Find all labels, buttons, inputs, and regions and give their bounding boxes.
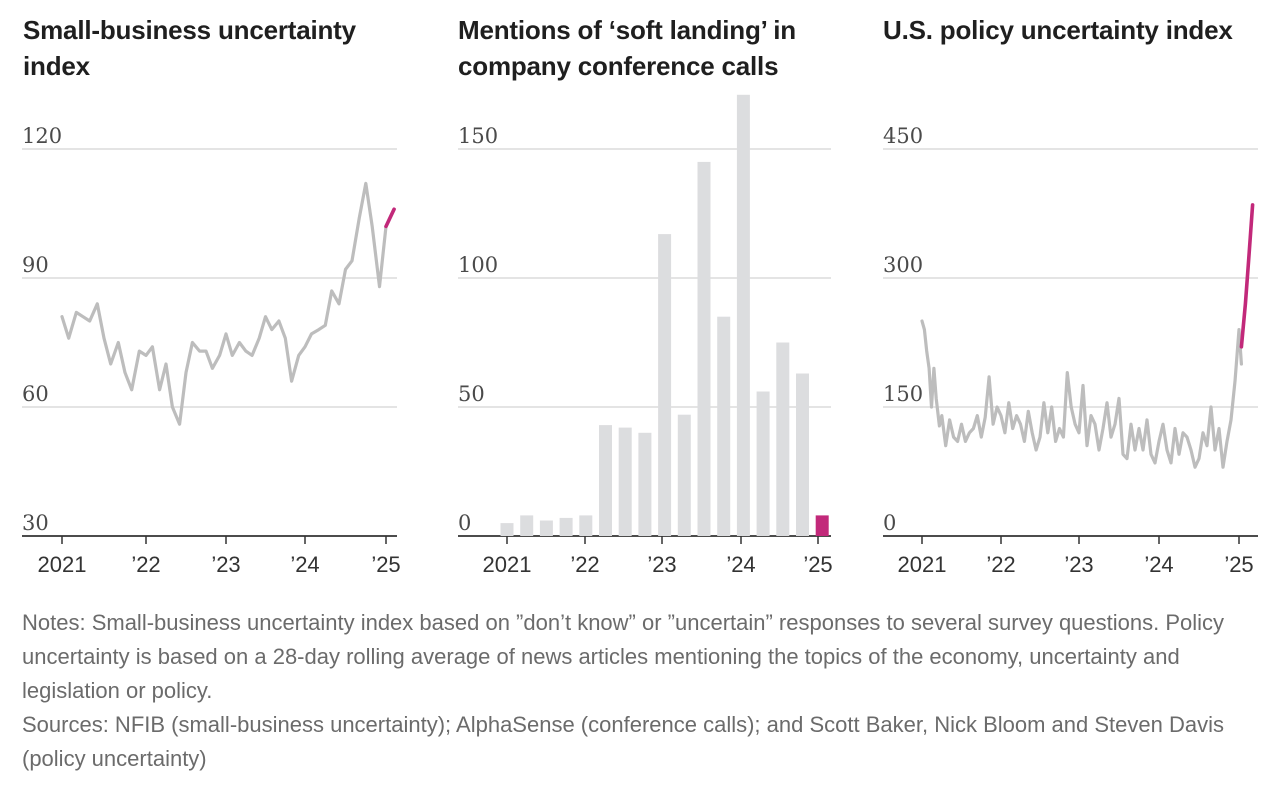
chart1-bar-4 (579, 515, 593, 536)
notes-text: Notes: Small-business uncertainty index … (22, 610, 1225, 703)
chart0-y-tick-60: 60 (22, 382, 49, 406)
chart1-bar-10 (697, 161, 711, 536)
chart0-y-tick-120: 120 (22, 124, 62, 148)
chart1-bar-16 (815, 515, 829, 536)
chart1-bar-15 (796, 373, 809, 536)
chart-title-soft-landing: Mentions of ‘soft landing’ in company co… (458, 15, 796, 81)
chart0-x-label-2: ’23 (211, 552, 240, 577)
chart1-bar-9 (677, 414, 691, 536)
chart1-bar-0 (500, 523, 514, 536)
charts-canvas: 30 60 90 120 2021 ’22 ’23 ’24 ’25 0 50 100 150 2021 ’2… (22, 94, 1258, 577)
chart1-bar-12 (736, 94, 750, 537)
chart1-bar-13 (756, 391, 770, 536)
chart2-series-latest-line (1239, 203, 1255, 349)
chart1-bar-2 (539, 520, 553, 536)
chart1-bar-6 (618, 427, 632, 536)
chart-title-small-business: Small-business uncertainty index (23, 15, 356, 81)
chart0-series-main-line (60, 181, 388, 426)
chart1-bar-7 (638, 432, 652, 536)
chart1-x-label-0: 2021 (483, 552, 532, 577)
chart0-x-label-4: ’25 (371, 552, 400, 577)
chart2-y-tick-300: 300 (883, 253, 923, 277)
chart-title-policy-uncertainty: U.S. policy uncertainty index (883, 15, 1233, 45)
chart2-series-main-line (920, 319, 1244, 469)
chart1-x-label-4: ’25 (803, 552, 832, 577)
chart0-x-label-1: ’22 (131, 552, 160, 577)
chart0-x-label-3: ’24 (290, 552, 319, 577)
chart0-y-tick-90: 90 (22, 253, 49, 277)
chart1-x-label-2: ’23 (647, 552, 676, 577)
chart1-y-tick-50: 50 (458, 382, 485, 406)
chart2-x-label-3: ’24 (1144, 552, 1173, 577)
chart0-y-tick-30: 30 (22, 511, 49, 535)
chart0-x-label-0: 2021 (38, 552, 87, 577)
chart2-y-tick-0: 0 (883, 511, 896, 535)
chart1-y-tick-0: 0 (458, 511, 471, 535)
chart1-y-tick-150: 150 (458, 124, 498, 148)
chart2-y-tick-450: 450 (883, 124, 923, 148)
sources-text: Sources: NFIB (small-business uncertaint… (22, 712, 1224, 771)
chart2-x-label-0: 2021 (898, 552, 947, 577)
notes-block: Notes: Small-business uncertainty index … (22, 606, 1272, 776)
chart1-x-label-1: ’22 (570, 552, 599, 577)
chart2-y-tick-150: 150 (883, 382, 923, 406)
chart2-x-label-4: ’25 (1224, 552, 1253, 577)
chart1-bar-14 (776, 342, 790, 536)
chart1-y-tick-100: 100 (458, 253, 498, 277)
chart1-bar-1 (520, 515, 534, 536)
chart2-x-label-1: ’22 (986, 552, 1015, 577)
chart1-bar-8 (658, 234, 672, 536)
chart1-bar-5 (599, 425, 612, 536)
chart0-series-latest-line (384, 207, 396, 229)
chart1-x-label-3: ’24 (726, 552, 755, 577)
chart2-x-label-2: ’23 (1064, 552, 1093, 577)
chart1-bar-11 (717, 316, 731, 536)
chart1-bar-3 (559, 517, 573, 536)
